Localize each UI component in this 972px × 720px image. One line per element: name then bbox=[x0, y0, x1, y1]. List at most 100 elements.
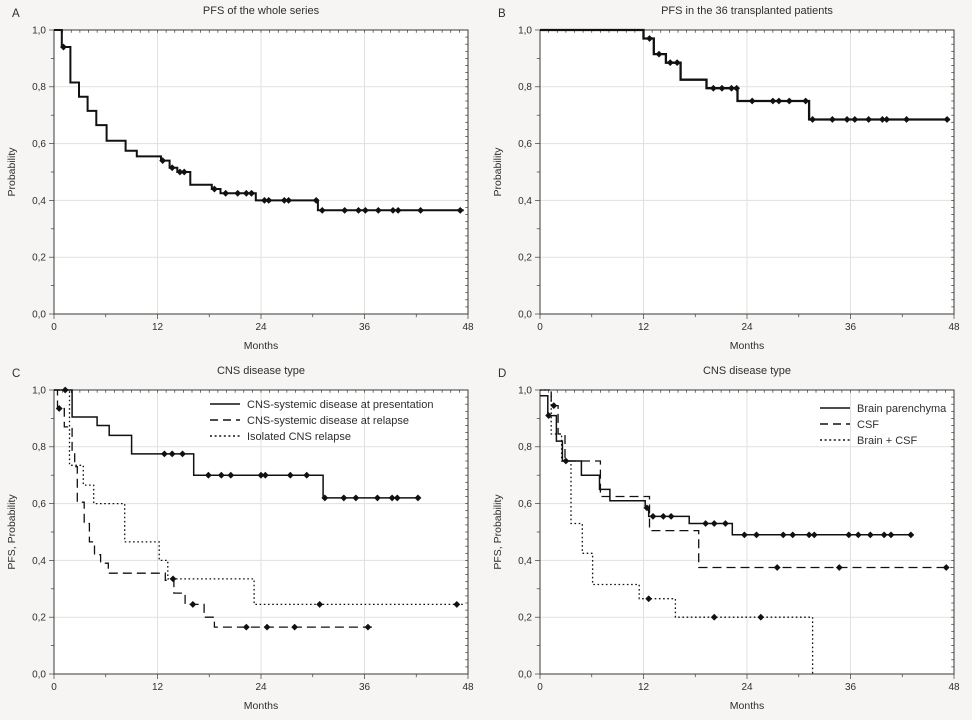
y-tick-label: 0,8 bbox=[32, 442, 46, 453]
x-tick-label: 24 bbox=[741, 322, 753, 333]
x-tick-label: 48 bbox=[948, 322, 960, 333]
x-tick-label: 36 bbox=[845, 682, 857, 693]
tick-labels: 0 12 24 36 48 0,0 0,2 0,4 0,6 0,8 1,0 bbox=[518, 25, 960, 333]
plot-frame bbox=[53, 29, 469, 315]
gridlines bbox=[540, 390, 954, 674]
y-tick-label: 0,6 bbox=[32, 499, 46, 510]
x-axis-title-c: Months bbox=[244, 700, 278, 712]
x-tick-label: 0 bbox=[51, 682, 57, 693]
x-tick-label: 12 bbox=[152, 682, 164, 693]
legend-label: CNS-systemic disease at presentation bbox=[247, 399, 433, 411]
plot-area-b: 0 12 24 36 48 0,0 0,2 0,4 0,6 0,8 1,0 bbox=[518, 25, 960, 333]
y-tick-label: 0,0 bbox=[518, 309, 532, 320]
plot-frame bbox=[53, 389, 469, 675]
x-tick-label: 12 bbox=[638, 322, 650, 333]
plot-area-c: 0 12 24 36 48 0,0 0,2 0,4 0,6 0,8 1,0 CNS-systemic … bbox=[32, 385, 474, 693]
x-axis-title-b: Months bbox=[730, 340, 764, 352]
legend: CNS-systemic disease at presentation CNS-… bbox=[210, 399, 433, 443]
gridlines bbox=[540, 30, 954, 314]
x-axis-title-d: Months bbox=[730, 700, 764, 712]
y-tick-label: 1,0 bbox=[32, 385, 46, 396]
legend-label: CSF bbox=[857, 419, 879, 431]
plot-area-d: 0 12 24 36 48 0,0 0,2 0,4 0,6 0,8 1,0 Brain parench… bbox=[518, 385, 960, 693]
x-axis-title-a: Months bbox=[244, 340, 278, 352]
y-axis-title-a: Probability bbox=[6, 147, 18, 197]
x-tick-label: 0 bbox=[51, 322, 57, 333]
plot-frame bbox=[539, 29, 955, 315]
panel-D: D CNS disease type PFS, Probability Mont… bbox=[492, 365, 960, 712]
x-tick-label: 24 bbox=[255, 682, 267, 693]
panel-title-b: PFS in the 36 transplanted patients bbox=[661, 5, 833, 17]
censor-marks bbox=[645, 595, 765, 621]
y-tick-label: 0,4 bbox=[32, 196, 46, 207]
x-tick-label: 12 bbox=[638, 682, 650, 693]
km-curve-cns-systemic-disease-at-presentation bbox=[54, 389, 421, 499]
x-tick-label: 48 bbox=[462, 682, 474, 693]
legend-label: Brain + CSF bbox=[857, 435, 917, 447]
y-tick-label: 0,8 bbox=[32, 82, 46, 93]
censor-marks bbox=[646, 35, 951, 123]
x-tick-label: 24 bbox=[741, 682, 753, 693]
x-tick-label: 36 bbox=[359, 682, 371, 693]
x-tick-label: 12 bbox=[152, 322, 164, 333]
y-tick-label: 1,0 bbox=[518, 385, 532, 396]
legend: Brain parenchyma CSF Brain + CSF bbox=[820, 403, 947, 447]
censor-marks bbox=[169, 575, 461, 608]
km-curve-brain-parenchyma bbox=[540, 394, 914, 536]
y-axis-title-c: PFS, Probability bbox=[6, 494, 18, 570]
censor-marks bbox=[61, 386, 422, 502]
x-tick-label: 24 bbox=[255, 322, 267, 333]
legend-label: Isolated CNS relapse bbox=[247, 431, 351, 443]
y-axis-title-d: PFS, Probability bbox=[492, 494, 504, 570]
y-tick-label: 0,0 bbox=[518, 669, 532, 680]
tick-labels: 0 12 24 36 48 0,0 0,2 0,4 0,6 0,8 1,0 bbox=[32, 385, 474, 693]
censor-marks bbox=[55, 405, 372, 631]
y-tick-label: 0,4 bbox=[518, 196, 532, 207]
x-tick-label: 0 bbox=[537, 322, 543, 333]
y-tick-label: 1,0 bbox=[518, 25, 532, 36]
x-tick-label: 48 bbox=[948, 682, 960, 693]
y-tick-label: 0,6 bbox=[518, 499, 532, 510]
y-tick-label: 0,0 bbox=[32, 669, 46, 680]
y-tick-label: 0,6 bbox=[518, 139, 532, 150]
y-tick-label: 0,4 bbox=[518, 556, 532, 567]
censor-marks bbox=[60, 43, 464, 214]
y-tick-label: 0,2 bbox=[518, 253, 532, 264]
x-tick-label: 0 bbox=[537, 682, 543, 693]
y-tick-label: 0,0 bbox=[32, 309, 46, 320]
panel-letter-d: D bbox=[498, 368, 506, 380]
panel-title-c: CNS disease type bbox=[217, 365, 305, 377]
panel-letter-a: A bbox=[12, 8, 20, 20]
censor-marks bbox=[545, 412, 915, 539]
panel-B: B PFS in the 36 transplanted patients Pr… bbox=[492, 5, 960, 352]
km-curve-whole-series bbox=[54, 29, 464, 212]
x-tick-label: 36 bbox=[845, 322, 857, 333]
y-tick-label: 0,6 bbox=[32, 139, 46, 150]
legend-label: CNS-systemic disease at relapse bbox=[247, 415, 409, 427]
y-tick-label: 1,0 bbox=[32, 25, 46, 36]
panel-title-a: PFS of the whole series bbox=[203, 5, 320, 17]
y-tick-label: 0,4 bbox=[32, 556, 46, 567]
y-tick-label: 0,8 bbox=[518, 442, 532, 453]
y-tick-label: 0,2 bbox=[32, 613, 46, 624]
x-tick-label: 36 bbox=[359, 322, 371, 333]
panel-A: A PFS of the whole series Probability Mo… bbox=[6, 5, 474, 352]
panel-C: C CNS disease type PFS, Probability Mont… bbox=[6, 365, 474, 712]
x-tick-label: 48 bbox=[462, 322, 474, 333]
km-curve-csf bbox=[540, 389, 952, 569]
plot-area-a: 0 12 24 36 48 0,0 0,2 0,4 0,6 0,8 1,0 bbox=[32, 25, 474, 333]
km-curve-cns-systemic-disease-at-relapse bbox=[54, 389, 377, 628]
y-axis-title-b: Probability bbox=[492, 147, 504, 197]
y-tick-label: 0,2 bbox=[32, 253, 46, 264]
panel-letter-c: C bbox=[12, 368, 20, 380]
tick-labels: 0 12 24 36 48 0,0 0,2 0,4 0,6 0,8 1,0 bbox=[32, 25, 474, 333]
y-tick-label: 0,2 bbox=[518, 613, 532, 624]
panel-title-d: CNS disease type bbox=[703, 365, 791, 377]
gridlines bbox=[54, 30, 468, 314]
plot-frame bbox=[539, 389, 955, 675]
legend-label: Brain parenchyma bbox=[857, 403, 947, 415]
censor-marks bbox=[550, 402, 950, 571]
y-tick-label: 0,8 bbox=[518, 82, 532, 93]
km-curve-isolated-cns-relapse bbox=[54, 389, 465, 606]
